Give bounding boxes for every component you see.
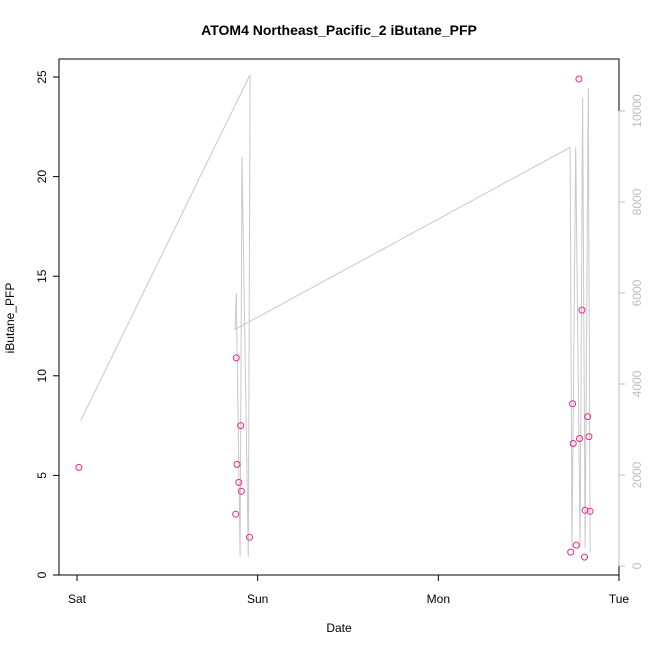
data-point: [237, 487, 245, 495]
data-point: [232, 510, 240, 518]
data-point: [576, 435, 583, 442]
y2-axis: 0 2000 4000 6000 8000 10000: [618, 94, 644, 569]
x-tick-label: Tue: [609, 592, 630, 606]
data-point: [585, 433, 593, 441]
x-tick-label: Mon: [427, 592, 450, 606]
secondary-line: [80, 74, 591, 557]
data-point: [233, 460, 241, 468]
y-tick-label: 25: [35, 70, 49, 84]
data-point: [575, 75, 583, 83]
data-point: [569, 440, 577, 447]
y-tick-label: 20: [35, 170, 49, 184]
y-tick-label: 5: [35, 472, 49, 479]
plot-frame: [58, 58, 620, 576]
y2-tick-label: 2000: [630, 461, 644, 488]
data-point: [581, 506, 589, 514]
y2-tick-label: 0: [630, 562, 644, 569]
x-axis-label: Date: [326, 621, 352, 635]
data-point: [584, 413, 592, 421]
y-tick-label: 10: [35, 369, 49, 383]
secondary-line-series: [80, 74, 591, 557]
x-tick-label: Sun: [247, 592, 268, 606]
chart-title: ATOM4 Northeast_Pacific_2 iButane_PFP: [201, 22, 477, 38]
y-tick-label: 15: [35, 269, 49, 283]
data-point: [246, 533, 253, 541]
data-point: [75, 463, 83, 471]
data-point: [572, 541, 580, 549]
y2-tick-label: 8000: [630, 188, 644, 215]
y2-tick-label: 4000: [630, 370, 644, 397]
x-axis: Sat Sun Mon Tue: [68, 574, 630, 606]
y-tick-label: 0: [35, 571, 49, 578]
y2-tick-label: 6000: [630, 279, 644, 306]
data-point: [586, 507, 594, 515]
y-axis-label: iButane_PFP: [3, 283, 17, 354]
data-point: [232, 354, 240, 362]
data-point: [567, 548, 575, 556]
data-point: [581, 553, 588, 561]
point-series: [75, 75, 594, 561]
data-point: [237, 422, 245, 430]
y2-tick-label: 10000: [630, 94, 644, 128]
data-point: [235, 478, 243, 486]
x-tick-label: Sat: [68, 592, 87, 606]
data-point: [569, 400, 577, 408]
y-axis: 0 5 10 15 20 25: [35, 70, 60, 578]
data-point: [578, 306, 586, 314]
